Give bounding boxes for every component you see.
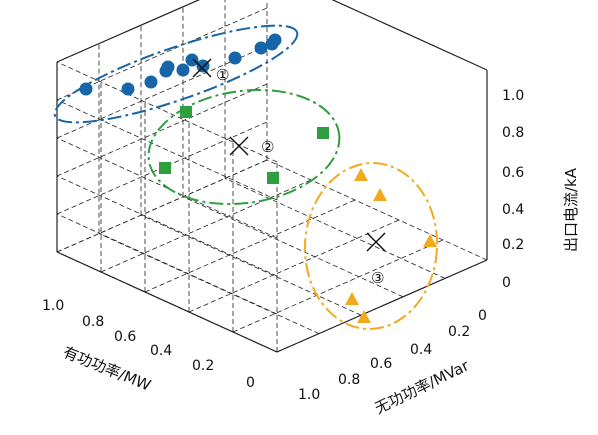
- data-point-cluster-1: [176, 63, 190, 77]
- z-tick-label: 1.0: [502, 88, 524, 104]
- z-tick-label: 0.2: [502, 237, 524, 253]
- cluster-label-2: ②: [261, 138, 274, 156]
- grid-line: [182, 196, 404, 298]
- grid-line: [56, 83, 268, 177]
- data-point-cluster-2: [159, 162, 171, 174]
- data-point-cluster-2: [317, 127, 329, 139]
- x-tick-label: 0.8: [82, 314, 104, 330]
- data-point-cluster-3: [373, 188, 387, 201]
- grid-line: [140, 214, 362, 316]
- grid-line: [98, 233, 320, 334]
- data-point-cluster-3: [357, 310, 371, 323]
- axis-edge: [276, 259, 488, 353]
- cluster-label-1: ①: [216, 66, 229, 84]
- y-tick-label: 0.2: [448, 324, 470, 340]
- data-point-cluster-1: [161, 60, 175, 74]
- data-points: [79, 33, 437, 323]
- axis-edge: [56, 0, 201, 63]
- cluster-centroids: [192, 58, 386, 252]
- y-tick-label: 0.8: [338, 372, 360, 388]
- axis-edge: [56, 251, 278, 353]
- tick-labels: 0 0.2 0.4 0.6 0.8 1.0 0 0.2 0.4 0.6 0.8 …: [42, 88, 524, 403]
- data-point-cluster-2: [180, 106, 192, 118]
- z-axis-title: 出口电流/kA: [562, 167, 580, 252]
- frame-layer: [56, 0, 488, 353]
- grid-line: [188, 219, 400, 313]
- data-point-cluster-1: [121, 82, 135, 96]
- z-tick-label: 0.4: [502, 202, 524, 218]
- cluster-ellipse-1: [53, 24, 299, 124]
- x-tick-label: 0.2: [192, 358, 214, 374]
- data-point-cluster-1: [228, 51, 242, 65]
- data-point-cluster-1: [144, 75, 158, 89]
- grid-line: [56, 45, 268, 139]
- data-point-cluster-1: [79, 82, 93, 96]
- grid-layer: [56, 0, 488, 353]
- x-axis-title: 有功功率/MW: [61, 343, 154, 395]
- data-point-cluster-2: [267, 172, 279, 184]
- grid-line: [144, 199, 356, 293]
- cluster-ellipse-2: [147, 88, 341, 206]
- y-tick-label: 1.0: [298, 387, 320, 403]
- grid-line: [224, 178, 446, 279]
- x-tick-label: 0.6: [114, 329, 136, 345]
- grid-line: [56, 7, 268, 101]
- y-tick-label: 0.6: [370, 356, 392, 372]
- data-point-cluster-3: [354, 168, 368, 181]
- y-tick-label: 0.4: [410, 342, 432, 358]
- data-point-cluster-1: [185, 53, 199, 67]
- z-tick-label: 0.8: [502, 125, 524, 141]
- cluster-labels: ① ② ③: [216, 66, 384, 287]
- cluster-ellipse-3: [303, 162, 439, 330]
- grid-line: [56, 99, 278, 201]
- data-point-cluster-3: [423, 234, 437, 247]
- x-tick-label: 0: [246, 375, 255, 391]
- data-point-cluster-1: [196, 59, 210, 73]
- x-tick-label: 1.0: [42, 298, 64, 314]
- grid-line: [232, 239, 444, 333]
- x-tick-label: 0.4: [150, 343, 172, 359]
- centroid-marker-1: [192, 58, 212, 78]
- cluster-ellipses: [53, 24, 439, 330]
- y-tick-label: 0: [478, 308, 487, 324]
- grid-line: [56, 159, 268, 253]
- data-point-cluster-3: [345, 292, 359, 305]
- grid-line: [56, 175, 278, 277]
- axis-edge: [331, 0, 488, 71]
- cluster-label-3: ③: [371, 269, 384, 287]
- centroid-marker-3: [366, 232, 386, 252]
- data-point-cluster-1: [254, 41, 268, 55]
- z-tick-label: 0.6: [502, 165, 524, 181]
- grid-line: [56, 213, 278, 315]
- grid-line: [100, 179, 312, 273]
- centroid-marker-2: [229, 136, 249, 156]
- z-tick-label: 0: [502, 275, 511, 291]
- grid-line: [266, 159, 488, 261]
- data-point-cluster-1: [268, 33, 282, 47]
